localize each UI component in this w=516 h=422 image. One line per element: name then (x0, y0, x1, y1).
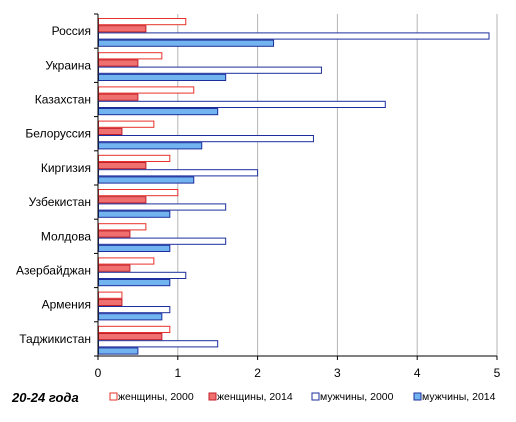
bar (98, 196, 147, 204)
bar (98, 39, 275, 47)
bar (98, 271, 187, 279)
category-label: Казахстан (35, 93, 91, 107)
bar (98, 298, 123, 306)
bar (98, 52, 163, 60)
category-label: Таджикистан (19, 332, 91, 346)
x-tick-label: 5 (494, 366, 501, 380)
legend-label: женщины, 2014 (217, 391, 293, 403)
bar (98, 230, 131, 238)
legend-swatch (413, 392, 422, 401)
bar (98, 100, 386, 109)
legend-swatch (208, 392, 217, 401)
category-labels: Россия Украина Казахстан Белоруссия Киргизия… (16, 24, 91, 346)
bar (98, 210, 171, 218)
corner-label: 20-24 года (11, 390, 79, 405)
bar (98, 223, 147, 231)
bar (98, 313, 163, 321)
category-label: Белоруссия (25, 127, 91, 141)
legend-swatch (311, 392, 320, 401)
bar (98, 306, 171, 314)
x-tick-label: 0 (95, 366, 102, 380)
bar (98, 189, 179, 197)
bar (98, 340, 219, 348)
bar (98, 176, 195, 184)
bar (98, 279, 171, 287)
bar (98, 291, 123, 299)
bar (98, 244, 171, 253)
bar (98, 264, 131, 272)
bar (98, 86, 195, 94)
bar (98, 59, 139, 67)
axes (94, 13, 498, 360)
bar (98, 93, 139, 101)
legend-swatch (109, 392, 118, 401)
bar (98, 32, 490, 40)
category-label: Азербайджан (16, 264, 91, 278)
category-label: Россия (52, 24, 91, 38)
bar (98, 108, 219, 116)
bar (98, 333, 163, 341)
category-label: Киргизия (41, 161, 91, 175)
bar (98, 169, 259, 177)
bar (98, 347, 139, 355)
bar (98, 66, 322, 74)
tick-labels: 0 1 2 3 4 5 (95, 366, 501, 380)
bar (98, 203, 227, 211)
category-label: Армения (42, 298, 91, 312)
bar (98, 325, 171, 333)
x-tick-label: 1 (174, 366, 181, 380)
bar (98, 142, 203, 150)
bar (98, 237, 227, 245)
plot-area (98, 14, 498, 356)
legend-label: мужчины, 2014 (422, 391, 496, 403)
category-label: Узбекистан (29, 195, 91, 209)
bar (98, 162, 147, 170)
bar (98, 154, 171, 163)
bar (98, 120, 155, 128)
plot-background (98, 14, 497, 356)
x-tick-label: 3 (334, 366, 341, 380)
bars (98, 18, 490, 355)
bar (98, 73, 227, 82)
x-tick-label: 2 (254, 366, 261, 380)
legend-label: мужчины, 2000 (320, 391, 394, 403)
bar (98, 135, 314, 143)
category-label: Молдова (41, 229, 91, 243)
bar (98, 257, 155, 265)
x-tick-label: 4 (414, 366, 421, 380)
bar (98, 18, 187, 26)
legend-label: женщины, 2000 (118, 391, 194, 403)
category-label: Украина (45, 58, 91, 72)
legend: женщины, 2000 женщины, 2014 мужчины, 2000 м… (109, 391, 496, 403)
bar (98, 25, 147, 33)
bar (98, 127, 123, 136)
